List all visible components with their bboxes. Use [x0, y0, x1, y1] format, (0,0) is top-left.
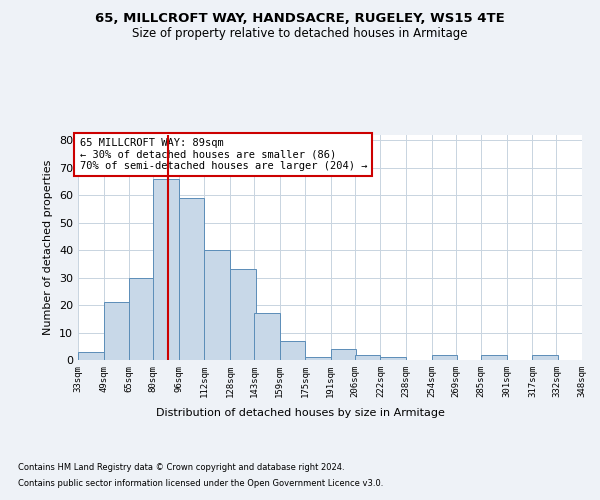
- Bar: [78, 352, 104, 360]
- Bar: [230, 270, 256, 360]
- Text: Contains public sector information licensed under the Open Government Licence v3: Contains public sector information licen…: [18, 479, 383, 488]
- Text: Contains HM Land Registry data © Crown copyright and database right 2024.: Contains HM Land Registry data © Crown c…: [18, 462, 344, 471]
- Bar: [431, 354, 457, 360]
- Text: Size of property relative to detached houses in Armitage: Size of property relative to detached ho…: [132, 28, 468, 40]
- Bar: [355, 354, 380, 360]
- Text: 65 MILLCROFT WAY: 89sqm
← 30% of detached houses are smaller (86)
70% of semi-de: 65 MILLCROFT WAY: 89sqm ← 30% of detache…: [80, 138, 367, 171]
- Bar: [254, 314, 280, 360]
- Bar: [331, 349, 356, 360]
- Text: 65, MILLCROFT WAY, HANDSACRE, RUGELEY, WS15 4TE: 65, MILLCROFT WAY, HANDSACRE, RUGELEY, W…: [95, 12, 505, 26]
- Bar: [305, 358, 331, 360]
- Bar: [153, 179, 179, 360]
- Bar: [280, 341, 305, 360]
- Bar: [532, 354, 558, 360]
- Bar: [179, 198, 205, 360]
- Bar: [380, 358, 406, 360]
- Y-axis label: Number of detached properties: Number of detached properties: [43, 160, 53, 335]
- Bar: [129, 278, 155, 360]
- Bar: [104, 302, 129, 360]
- Bar: [205, 250, 230, 360]
- Text: Distribution of detached houses by size in Armitage: Distribution of detached houses by size …: [155, 408, 445, 418]
- Bar: [481, 354, 507, 360]
